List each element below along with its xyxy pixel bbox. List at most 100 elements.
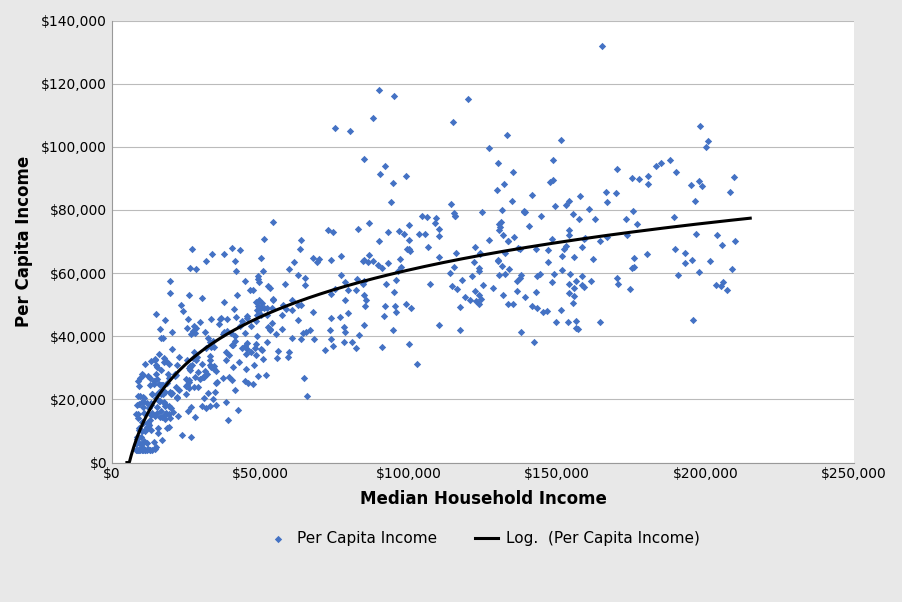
Per Capita Income [165, 344, 179, 353]
Per Capita Income [191, 382, 206, 392]
Per Capita Income [143, 415, 157, 424]
Per Capita Income [161, 369, 175, 379]
Per Capita Income [566, 252, 581, 261]
Per Capita Income [255, 298, 270, 308]
Per Capita Income [461, 95, 475, 104]
Per Capita Income [181, 375, 196, 385]
Per Capita Income [290, 270, 305, 280]
Per Capita Income [189, 323, 203, 333]
Per Capita Income [284, 296, 299, 305]
Per Capita Income [152, 396, 167, 406]
Per Capita Income [138, 445, 152, 455]
Per Capita Income [142, 444, 156, 454]
Per Capita Income [385, 326, 400, 335]
Per Capita Income [501, 236, 515, 246]
Per Capita Income [336, 322, 351, 332]
Per Capita Income [498, 248, 512, 258]
Per Capita Income [510, 287, 524, 296]
Per Capita Income [663, 156, 677, 166]
Per Capita Income [593, 317, 607, 327]
Per Capita Income [191, 368, 206, 377]
Per Capita Income [243, 285, 257, 295]
Per Capita Income [516, 207, 530, 217]
Per Capita Income [186, 326, 200, 336]
Per Capita Income [415, 211, 429, 220]
Per Capita Income [228, 256, 243, 265]
Per Capita Income [221, 350, 235, 360]
Per Capita Income [263, 284, 278, 293]
Per Capita Income [262, 324, 277, 334]
Per Capita Income [539, 306, 554, 316]
Per Capita Income [158, 399, 172, 409]
Per Capita Income [158, 387, 172, 397]
Per Capita Income [235, 343, 250, 353]
Per Capita Income [174, 300, 189, 309]
Per Capita Income [132, 425, 146, 435]
Per Capita Income [182, 377, 197, 387]
Per Capita Income [594, 41, 609, 51]
Per Capita Income [176, 306, 190, 316]
Per Capita Income [147, 437, 161, 447]
Per Capita Income [381, 227, 395, 237]
Per Capita Income [611, 279, 625, 289]
Per Capita Income [326, 341, 340, 350]
Per Capita Income [588, 214, 603, 224]
Per Capita Income [527, 337, 541, 347]
Per Capita Income [146, 379, 161, 388]
Per Capita Income [131, 391, 145, 401]
Per Capita Income [206, 394, 220, 403]
Per Capita Income [150, 362, 164, 372]
Per Capita Income [250, 309, 264, 319]
Per Capita Income [465, 272, 479, 281]
Per Capita Income [140, 418, 154, 427]
Per Capita Income [131, 409, 145, 418]
Per Capita Income [133, 445, 147, 455]
Per Capita Income [157, 411, 171, 420]
Per Capita Income [307, 334, 321, 344]
Per Capita Income [249, 316, 263, 326]
Per Capita Income [130, 400, 144, 410]
Per Capita Income [252, 277, 266, 287]
Per Capita Income [337, 327, 352, 337]
Per Capita Income [582, 205, 596, 214]
Per Capita Income [492, 270, 506, 280]
Per Capita Income [161, 402, 176, 411]
Per Capita Income [149, 309, 163, 318]
Per Capita Income [458, 292, 473, 302]
Per Capita Income [185, 244, 199, 254]
Per Capita Income [324, 334, 338, 344]
Per Capita Income [232, 358, 246, 367]
Per Capita Income [505, 196, 520, 205]
Per Capita Income [297, 373, 311, 383]
Per Capita Income [392, 254, 407, 264]
Per Capita Income [476, 281, 491, 290]
Per Capita Income [217, 327, 232, 337]
Per Capita Income [161, 373, 176, 383]
Per Capita Income [138, 445, 152, 455]
Per Capita Income [153, 397, 168, 406]
Per Capita Income [147, 376, 161, 386]
Per Capita Income [135, 417, 150, 427]
Per Capita Income [253, 311, 268, 320]
Per Capita Income [294, 335, 308, 344]
Log.  (Per Capita Income) [745, 214, 756, 222]
Per Capita Income [569, 323, 584, 332]
Per Capita Income [239, 314, 253, 323]
Per Capita Income [198, 403, 213, 413]
Per Capita Income [143, 445, 157, 455]
Per Capita Income [158, 401, 172, 411]
Per Capita Income [513, 244, 528, 253]
Log.  (Per Capita Income) [122, 459, 133, 466]
Per Capita Income [491, 158, 505, 167]
Per Capita Income [290, 315, 305, 324]
Per Capita Income [260, 338, 274, 347]
Per Capita Income [453, 325, 467, 335]
Per Capita Income [240, 344, 254, 354]
Per Capita Income [137, 408, 152, 418]
Per Capita Income [154, 334, 169, 343]
Per Capita Income [345, 338, 359, 347]
Per Capita Income [495, 231, 510, 240]
Per Capita Income [188, 373, 202, 382]
Per Capita Income [257, 303, 272, 312]
Per Capita Income [165, 388, 179, 398]
